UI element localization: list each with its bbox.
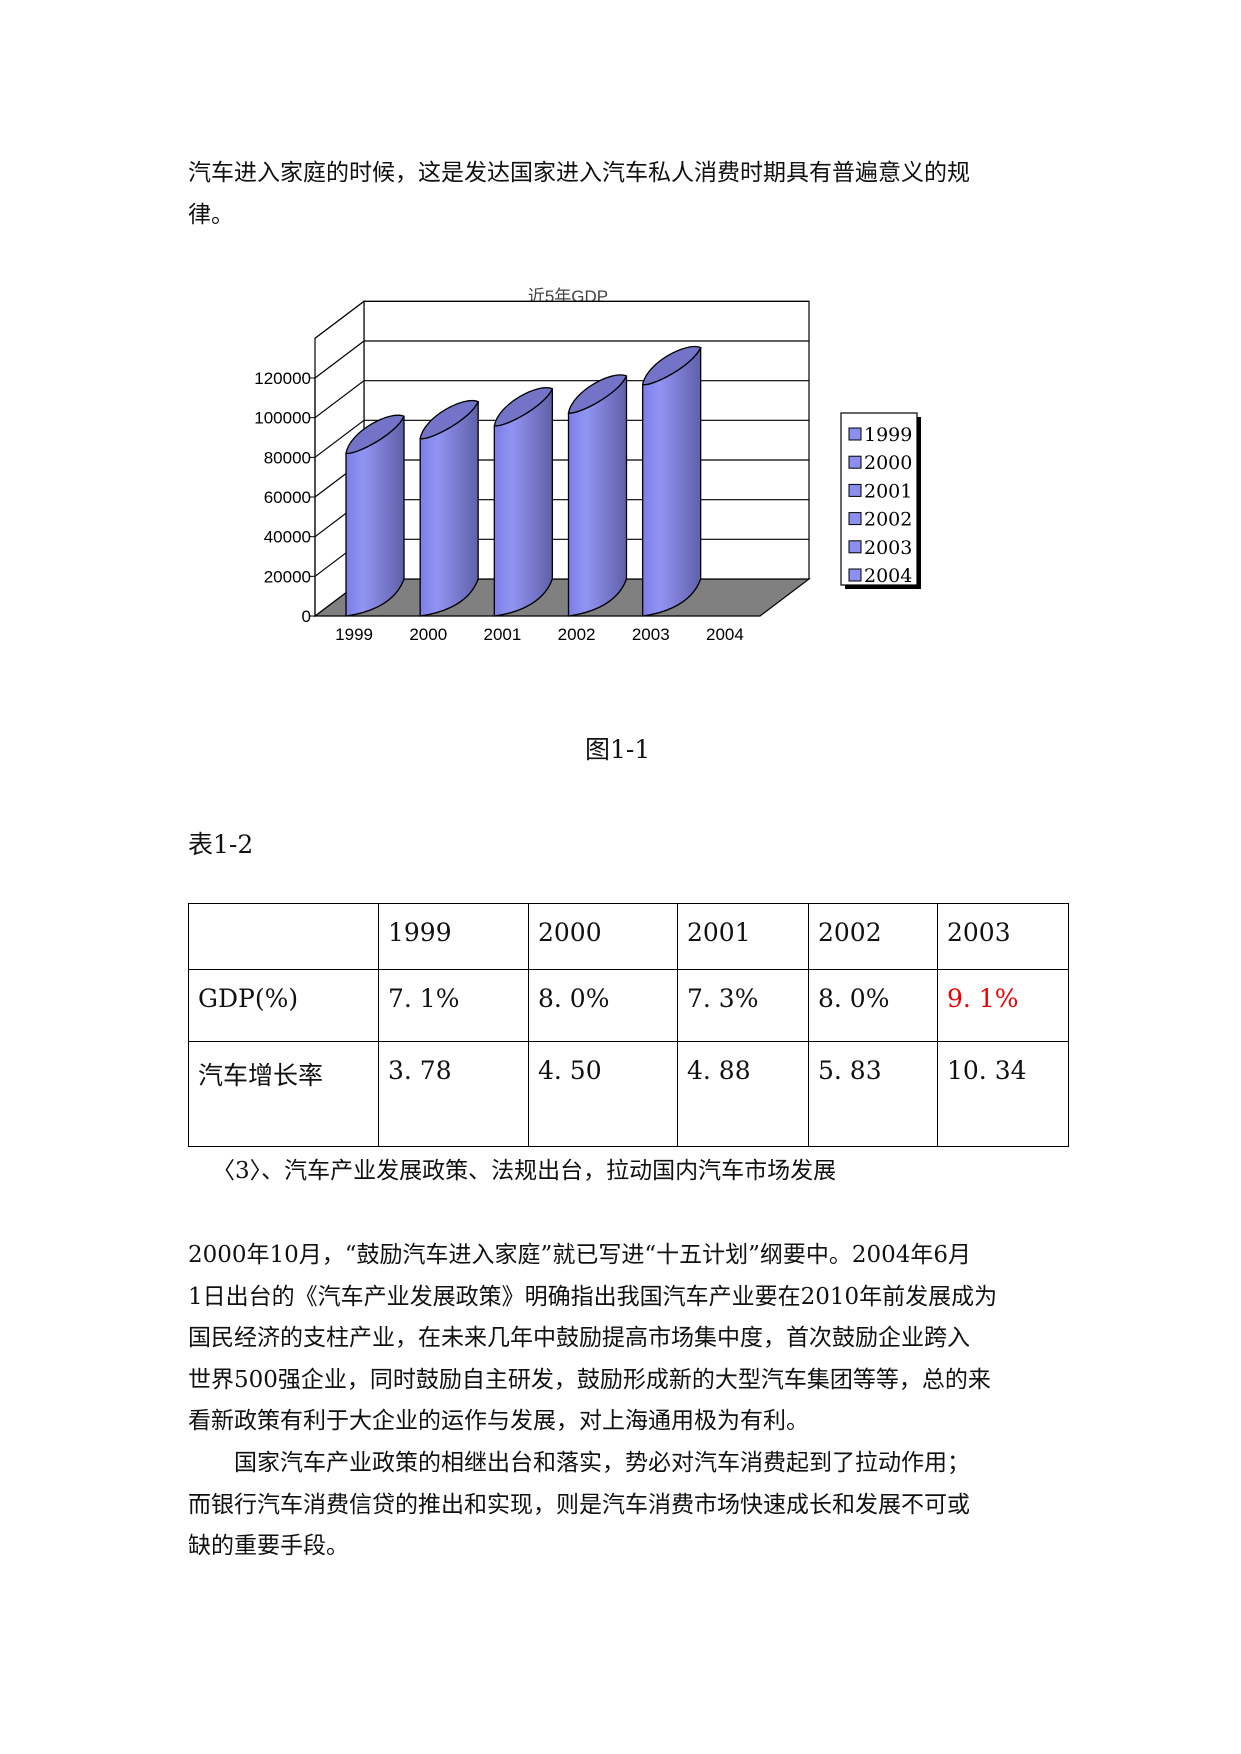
legend-swatch	[848, 483, 862, 497]
table-cell: 7. 3%	[677, 969, 809, 1042]
y-tick-label: 100000	[254, 409, 311, 428]
section-subheading: 〈3〉、汽车产业发展政策、法规出台，拉动国内汽车市场发展	[212, 1158, 837, 1184]
gridline	[314, 340, 809, 379]
legend-label: 2003	[864, 537, 912, 559]
y-tick-label: 120000	[254, 369, 311, 388]
legend-box	[840, 412, 918, 586]
body-line: 国家汽车产业政策的相继出台和落实，势必对汽车消费起到了拉动作用；	[188, 1450, 970, 1476]
table-cell-highlight: 9. 1%	[937, 969, 1069, 1042]
intro-line: 汽车进入家庭的时候，这是发达国家进入汽车私人消费时期具有普遍意义的规	[188, 160, 970, 186]
table-cell: 10. 34	[937, 1041, 1069, 1147]
table-row: GDP(%) 7. 1% 8. 0% 7. 3% 8. 0% 9. 1%	[188, 969, 1069, 1042]
y-tick-label: 80000	[264, 448, 311, 467]
body-line: 看新政策有利于大企业的运作与发展，对上海通用极为有利。	[188, 1408, 809, 1435]
x-tick-label: 2004	[706, 625, 744, 644]
table-cell: 7. 1%	[378, 969, 529, 1042]
table-header-row: 1999 2000 2001 2002 2003	[188, 903, 1069, 970]
x-tick-label: 1999	[335, 625, 373, 644]
legend-swatch	[848, 512, 862, 526]
table-row: 汽车增长率 3. 78 4. 50 4. 88 5. 83 10. 34	[188, 1041, 1069, 1147]
y-tick-label: 60000	[264, 488, 311, 507]
table-cell: 4. 50	[528, 1041, 678, 1147]
body-line: 缺的重要手段。	[188, 1533, 349, 1560]
body-line: 而银行汽车消费信贷的推出和实现，则是汽车消费市场快速成长和发展不可或	[188, 1491, 970, 1518]
table-cell: 8. 0%	[808, 969, 938, 1042]
y-tick-label: 40000	[264, 528, 311, 547]
x-tick-label: 2003	[632, 625, 670, 644]
bar-cylinder	[642, 347, 702, 617]
header-cell: 2003	[937, 903, 1069, 970]
gdp-chart: 近5年GDP 020000400006000080000100000120000…	[254, 287, 921, 644]
row-label: 汽车增长率	[188, 1041, 379, 1147]
header-cell: 2001	[677, 903, 809, 970]
bar-top	[345, 414, 405, 454]
legend-label: 2002	[864, 509, 912, 531]
legend-label: 2001	[864, 480, 912, 502]
table-cell: 3. 78	[378, 1041, 529, 1147]
bar-top	[567, 374, 628, 414]
data-table: 1999 2000 2001 2002 2003 GDP(%) 7. 1% 8.…	[188, 903, 1069, 1147]
y-tick-label: 0	[302, 607, 311, 626]
table-cell: 5. 83	[808, 1041, 938, 1147]
x-tick-label: 2002	[558, 625, 596, 644]
legend-swatch	[848, 540, 862, 554]
x-tick-label: 2001	[484, 625, 522, 644]
legend-label: 1999	[864, 424, 912, 446]
table-caption: 表1-2	[188, 830, 254, 859]
header-cell	[188, 903, 379, 970]
legend-swatch	[848, 427, 862, 441]
gridline	[314, 300, 809, 339]
legend-swatch	[848, 568, 862, 582]
table-cell: 4. 88	[677, 1041, 809, 1147]
x-tick-label: 2000	[409, 625, 447, 644]
legend-swatch	[848, 455, 862, 469]
y-tick-label: 20000	[264, 567, 311, 586]
legend-label: 2000	[864, 452, 912, 474]
body-line: 1日出台的《汽车产业发展政策》明确指出我国汽车产业要在2010年前发展成为	[188, 1283, 998, 1310]
legend-label: 2004	[864, 565, 912, 587]
header-cell: 2000	[528, 903, 678, 970]
body-line: 国民经济的支柱产业，在未来几年中鼓励提高市场集中度，首次鼓励企业跨入	[188, 1325, 970, 1352]
figure-caption: 图1-1	[585, 735, 651, 764]
body-line: 2000年10月，“鼓励汽车进入家庭”就已写进“十五计划”纲要中。2004年6月	[188, 1242, 971, 1268]
table-cell: 8. 0%	[528, 969, 678, 1042]
bar-top	[641, 345, 702, 386]
header-cell: 1999	[378, 903, 529, 970]
body-line: 世界500强企业，同时鼓励自主研发，鼓励形成新的大型汽车集团等等，总的来	[188, 1366, 991, 1393]
row-label: GDP(%)	[188, 969, 379, 1042]
bar-top	[493, 387, 554, 427]
header-cell: 2002	[808, 903, 938, 970]
bar-top	[419, 399, 480, 440]
intro-line: 律。	[188, 202, 234, 228]
